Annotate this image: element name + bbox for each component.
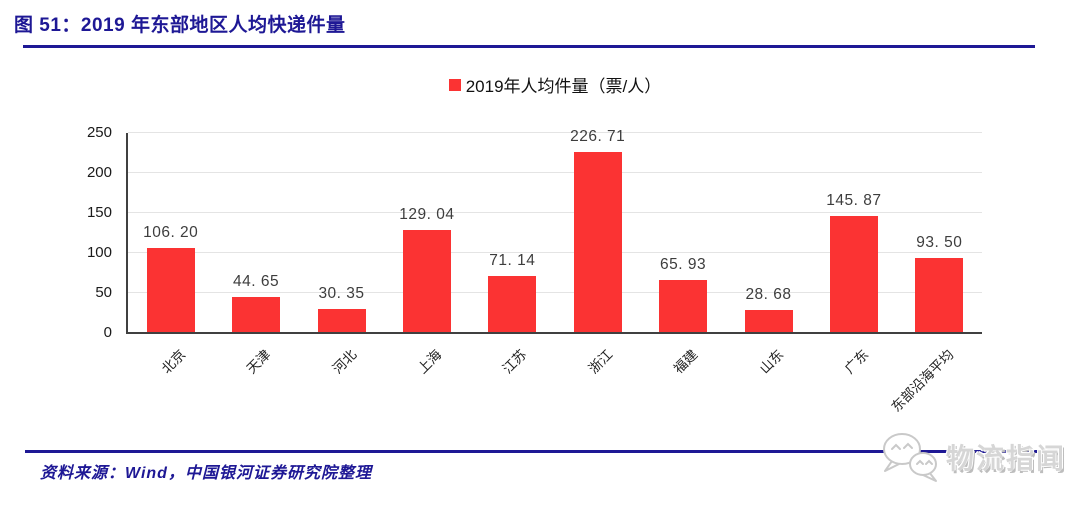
gridline	[128, 252, 982, 253]
bar	[232, 297, 281, 332]
gridline	[128, 172, 982, 173]
gridline	[128, 212, 982, 213]
bar	[402, 230, 451, 332]
bar	[829, 216, 878, 332]
x-category-label: 山东	[756, 346, 786, 377]
y-tick-label: 150	[86, 204, 112, 221]
x-category-label: 北京	[158, 346, 189, 377]
bar-value-label: 65. 93	[660, 256, 707, 273]
wechat-icon	[883, 433, 937, 482]
x-category-label: 广东	[841, 346, 872, 377]
y-axis-line	[126, 133, 128, 333]
legend-marker-swatch	[448, 78, 461, 91]
watermark-text: 物流指闻	[946, 443, 1067, 474]
bar	[146, 248, 195, 332]
y-tick-label: 250	[86, 124, 112, 141]
x-category-label: 上海	[414, 346, 445, 377]
x-category-label: 浙江	[585, 346, 616, 377]
bar-value-label: 44. 65	[233, 273, 280, 290]
x-category-label: 河北	[329, 346, 359, 377]
bar-value-label: 30. 35	[318, 285, 365, 302]
x-category-label: 东部沿海平均	[888, 346, 957, 415]
bar	[659, 280, 708, 332]
bar	[744, 310, 793, 332]
bar	[573, 152, 622, 332]
bar-value-label: 93. 50	[916, 234, 963, 251]
x-category-label: 天津	[243, 346, 274, 377]
bar-value-label: 226. 71	[570, 128, 626, 145]
x-category-label: 福建	[670, 346, 701, 377]
bar-value-label: 106. 20	[143, 224, 199, 241]
bar	[317, 309, 366, 332]
bar-value-label: 71. 14	[489, 252, 536, 269]
y-tick-label: 0	[103, 324, 112, 341]
footer-divider	[25, 450, 1056, 453]
bar	[488, 276, 537, 332]
bar-value-label: 129. 04	[399, 206, 455, 223]
y-tick-label: 100	[86, 244, 112, 261]
gridline	[128, 132, 982, 133]
bar-value-label: 28. 68	[745, 286, 792, 303]
chart-legend: 2019年人均件量（票/人）	[128, 72, 982, 97]
title-divider	[23, 45, 1035, 48]
bar	[915, 258, 964, 332]
x-category-label: 江苏	[500, 346, 530, 377]
gridline	[128, 292, 982, 293]
source-note: 资料来源：Wind，中国银河证券研究院整理	[40, 465, 372, 482]
watermark: 物流指闻	[878, 430, 1066, 484]
y-tick-label: 50	[95, 284, 112, 301]
legend-label: 2019年人均件量（票/人）	[465, 77, 662, 96]
figure-title: 图 51：2019 年东部地区人均快递件量	[14, 15, 346, 36]
y-tick-label: 200	[86, 164, 112, 181]
x-axis-line	[126, 332, 982, 334]
bar-value-label: 145. 87	[826, 192, 882, 209]
